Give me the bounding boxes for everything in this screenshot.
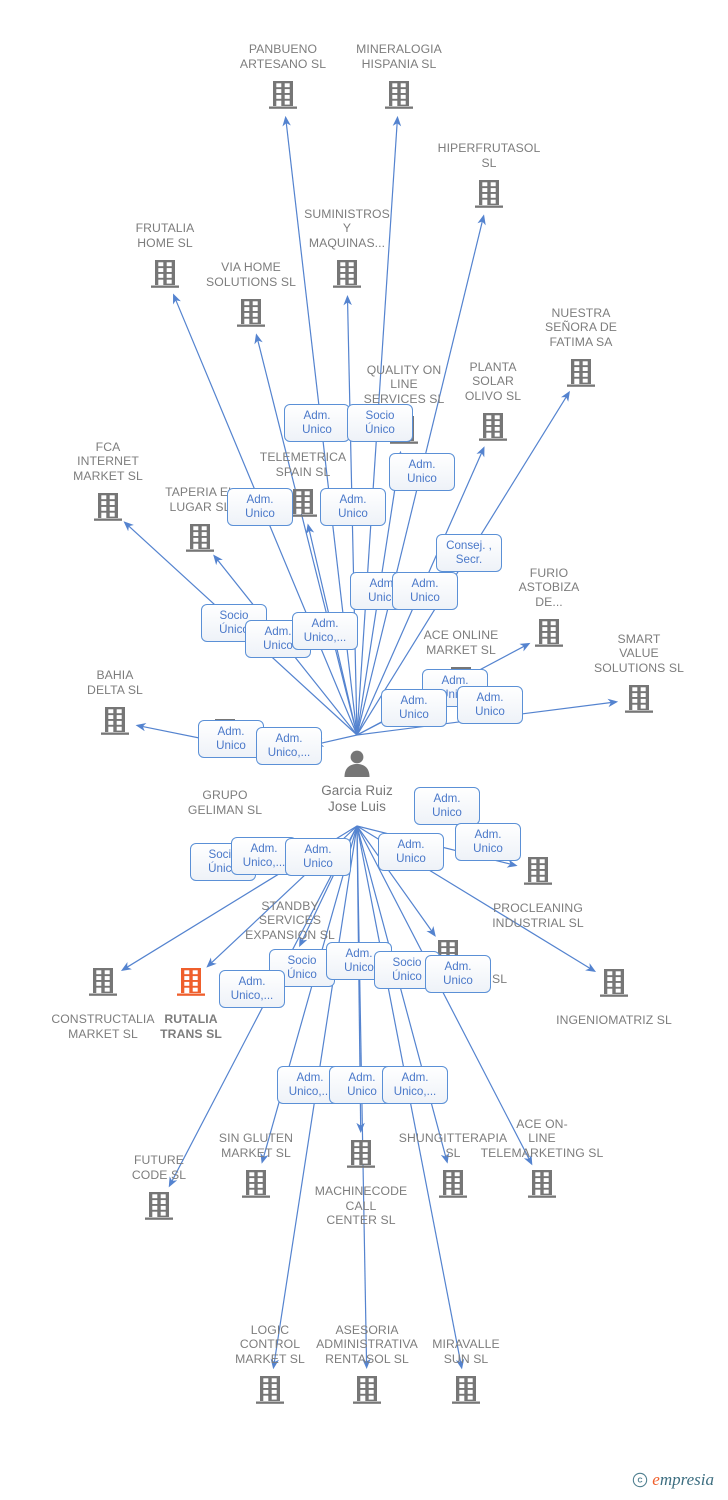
svg-text:C: C <box>638 1477 643 1484</box>
